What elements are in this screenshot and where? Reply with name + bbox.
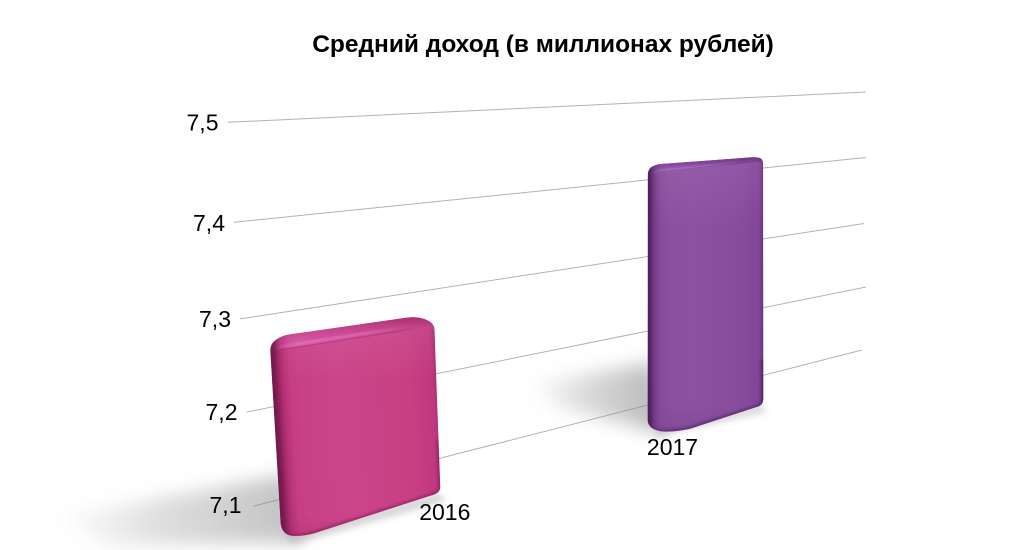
- svg-text:7,2: 7,2: [206, 399, 238, 425]
- svg-text:7,5: 7,5: [187, 110, 219, 136]
- svg-text:Средний доход (в миллионах руб: Средний доход (в миллионах рублей): [312, 31, 774, 58]
- svg-text:7,1: 7,1: [210, 492, 242, 518]
- svg-text:2017: 2017: [647, 434, 698, 460]
- svg-text:7,4: 7,4: [193, 210, 225, 236]
- svg-text:2016: 2016: [419, 499, 470, 525]
- svg-text:7,3: 7,3: [199, 306, 231, 332]
